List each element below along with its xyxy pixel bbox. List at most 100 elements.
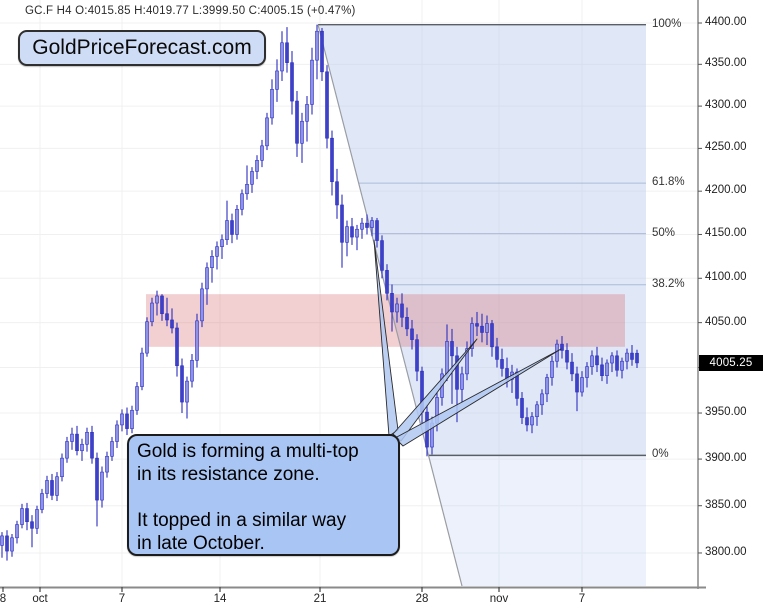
candle-body xyxy=(60,457,64,478)
candle-body xyxy=(540,393,544,406)
candle-body xyxy=(450,341,454,357)
trendline xyxy=(317,24,463,587)
candle-body xyxy=(380,240,384,271)
annotation-line: Gold is forming a multi-top xyxy=(137,441,359,462)
candle-body xyxy=(305,104,309,122)
candle-body xyxy=(175,327,179,367)
candle-body xyxy=(140,352,144,387)
candle-body xyxy=(155,295,159,304)
candle-body xyxy=(575,373,579,393)
candle-body xyxy=(625,352,629,362)
candle-body xyxy=(165,313,169,321)
candle-body xyxy=(90,431,94,459)
candle-body xyxy=(585,366,589,378)
candle-body xyxy=(260,145,264,161)
candle-body xyxy=(490,323,494,348)
candle-body xyxy=(525,417,529,426)
candle-body xyxy=(415,339,419,372)
price-axis-label: 4100.00 xyxy=(705,271,747,284)
candle-body xyxy=(195,320,199,361)
time-axis-label: 21 xyxy=(313,593,327,605)
candle-body xyxy=(320,30,324,73)
price-axis-label: 4350.00 xyxy=(705,57,747,70)
candle-body xyxy=(565,350,569,363)
candle-body xyxy=(80,443,84,452)
candle-body xyxy=(515,371,519,399)
candle-body xyxy=(265,117,269,147)
time-axis-label: 8 xyxy=(0,593,7,605)
candle-body xyxy=(635,352,639,364)
candle-body xyxy=(120,413,124,426)
candle-body xyxy=(475,323,479,327)
annotation-line xyxy=(137,486,390,509)
candle-body xyxy=(190,360,194,382)
candle-body xyxy=(340,204,344,243)
candle-body xyxy=(245,183,249,195)
candle-body xyxy=(600,364,604,376)
price-axis-label: 3850.00 xyxy=(705,498,747,511)
candle-body xyxy=(330,137,334,183)
candle-body xyxy=(85,431,89,445)
time-axis-label: nov xyxy=(489,593,509,605)
candle-body xyxy=(300,120,304,144)
candle-body xyxy=(310,59,314,105)
candle-body xyxy=(115,424,119,442)
candle-body xyxy=(460,373,464,390)
candle-body xyxy=(550,360,554,378)
candle-body xyxy=(20,508,24,525)
candle-body xyxy=(15,524,19,539)
candle-body xyxy=(520,398,524,418)
candle-body xyxy=(555,343,559,362)
price-axis-label: 4250.00 xyxy=(705,141,747,154)
candle-body xyxy=(215,246,219,257)
candle-body xyxy=(65,441,69,459)
fib-zone-below-0 xyxy=(428,455,646,586)
candle-body xyxy=(30,521,34,529)
candle-body xyxy=(0,535,4,546)
candle-body xyxy=(95,457,99,501)
candle-body xyxy=(275,70,279,90)
candle-body xyxy=(345,226,349,243)
candle-body xyxy=(570,361,574,375)
fib-level-label-61.8: 61.8% xyxy=(652,176,685,189)
candle-body xyxy=(485,323,489,333)
candle-body xyxy=(610,355,614,364)
candle-body xyxy=(55,476,59,496)
candle-body xyxy=(620,360,624,371)
annotation-line: in late October. xyxy=(137,533,265,554)
candle-body xyxy=(470,323,474,349)
candle-body xyxy=(335,181,339,206)
price-axis-label: 4150.00 xyxy=(705,227,747,240)
candle-body xyxy=(295,100,299,144)
price-axis-label: 4400.00 xyxy=(705,16,747,28)
candle-body xyxy=(605,362,609,376)
candle-body xyxy=(225,220,229,240)
candle-body xyxy=(185,380,189,403)
candle-body xyxy=(285,42,289,63)
candle-body xyxy=(495,346,499,360)
candle-body xyxy=(385,270,389,294)
candle-body xyxy=(100,471,104,501)
candle-body xyxy=(170,319,174,329)
ohlc-readout: GC.F H4 O:4015.85 H:4019.77 L:3999.50 C:… xyxy=(25,5,356,17)
candle-body xyxy=(355,228,359,238)
candle-body xyxy=(270,89,274,119)
price-axis-label: 4050.00 xyxy=(705,315,747,328)
candle-body xyxy=(180,365,184,403)
time-axis-label: oct xyxy=(32,593,48,605)
candle-body xyxy=(480,325,484,333)
candle-body xyxy=(560,343,564,351)
candle-body xyxy=(410,328,414,340)
candle-body xyxy=(350,226,354,238)
candle-body xyxy=(70,433,74,442)
candle-body xyxy=(365,222,369,228)
candle-body xyxy=(240,193,244,210)
candle-body xyxy=(360,222,364,230)
fib-level-label-38.2: 38.2% xyxy=(652,277,685,290)
candle-body xyxy=(250,171,254,185)
fib-level-label-50: 50% xyxy=(652,226,676,239)
candle-body xyxy=(530,416,534,426)
fib-level-label-0: 0% xyxy=(652,448,669,461)
candle-body xyxy=(465,348,469,375)
